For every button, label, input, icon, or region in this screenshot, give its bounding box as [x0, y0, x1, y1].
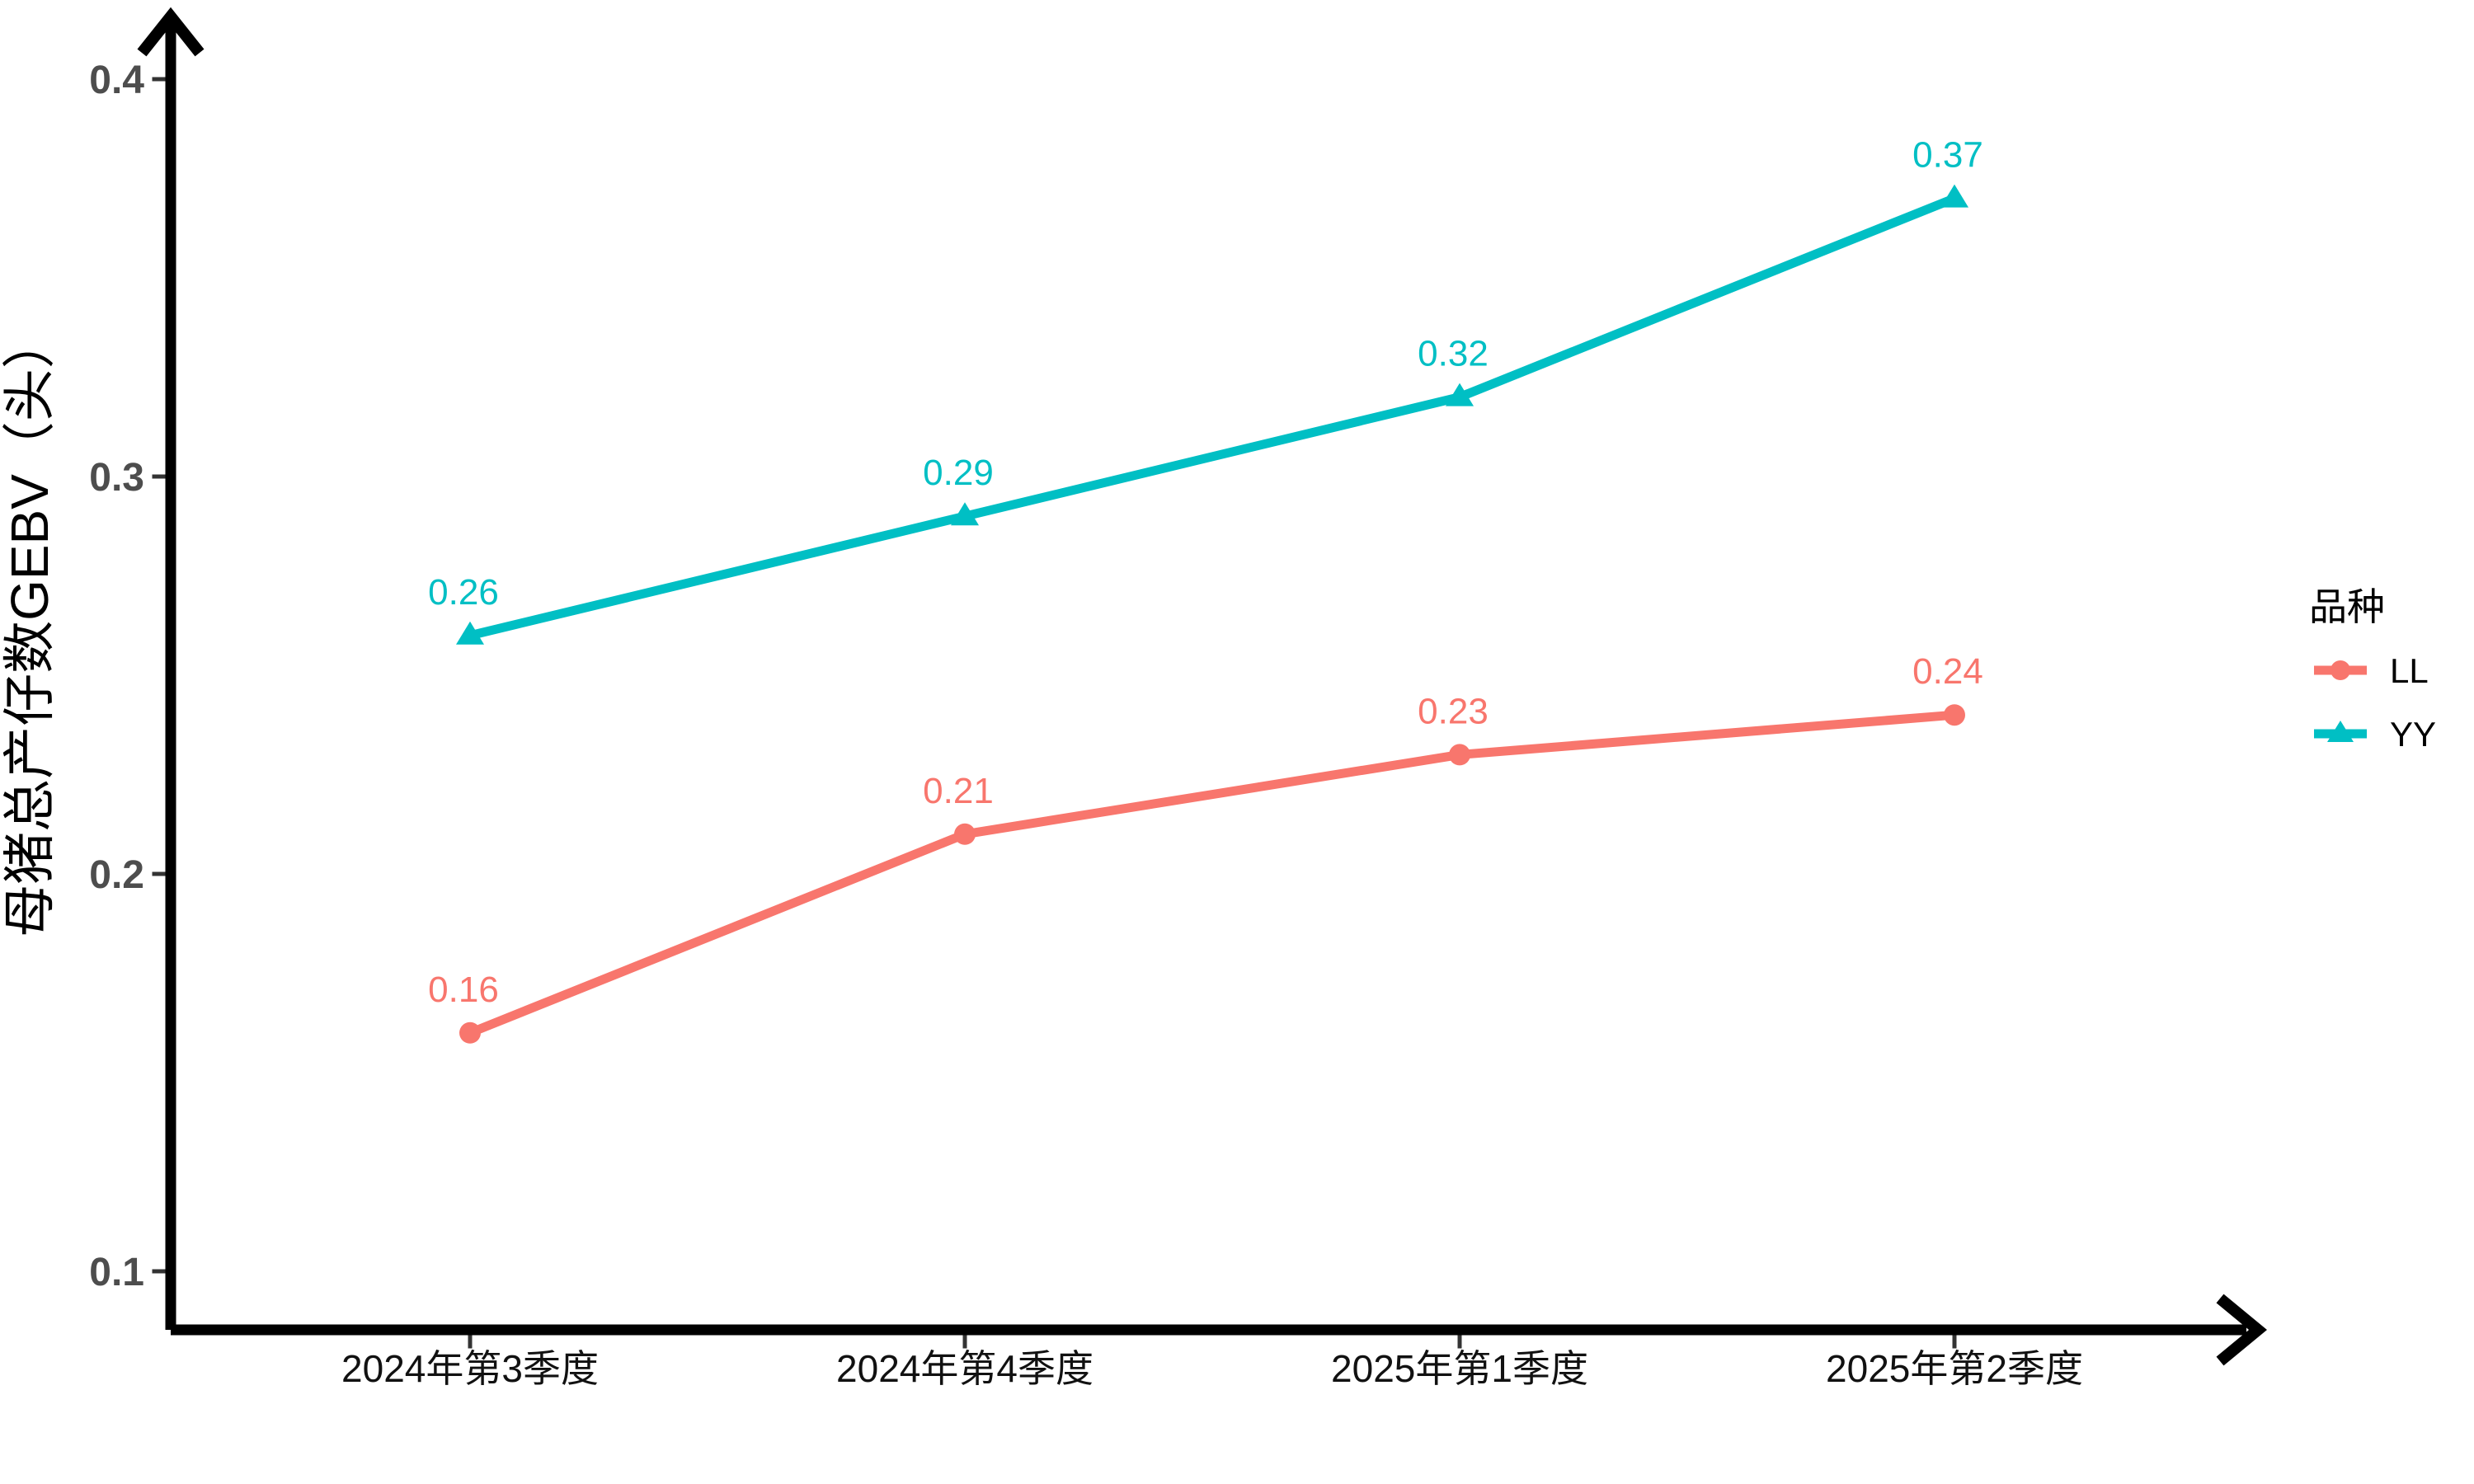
- marker-LL-3: [1944, 704, 1965, 726]
- legend-label-YY: YY: [2390, 715, 2436, 754]
- value-label-LL-2: 0.23: [1418, 691, 1489, 731]
- legend-key-triangle-icon: [2327, 721, 2354, 742]
- x-tick-label: 2024年第3季度: [341, 1347, 599, 1390]
- y-axis-title: 母猪总产仔数GEBV（头）: [0, 316, 59, 937]
- x-tick-label: 2025年第1季度: [1331, 1347, 1588, 1390]
- x-tick-label: 2024年第4季度: [836, 1347, 1094, 1390]
- y-tick-label: 0.1: [89, 1251, 144, 1294]
- legend-item-LL: LL: [2314, 651, 2429, 690]
- legend-key-circle-icon: [2331, 660, 2350, 680]
- y-axis-arrow-icon: [137, 7, 205, 57]
- marker-LL-0: [459, 1021, 481, 1044]
- legend-label-LL: LL: [2390, 651, 2429, 690]
- value-label-LL-0: 0.16: [428, 970, 499, 1010]
- series-line-YY: [468, 194, 1957, 641]
- y-tick-label: 0.4: [89, 59, 144, 102]
- x-axis-arrow-icon: [2216, 1294, 2267, 1366]
- value-label-YY-0: 0.26: [428, 572, 499, 613]
- value-label-LL-1: 0.21: [923, 771, 994, 811]
- x-tick-label: 2025年第2季度: [1826, 1347, 2083, 1390]
- marker-YY-3: [1940, 184, 1968, 208]
- legend-title: 品种: [2309, 585, 2385, 628]
- marker-YY-0: [456, 621, 484, 645]
- value-label-YY-2: 0.32: [1418, 334, 1489, 374]
- series-line-LL: [468, 710, 1955, 1037]
- value-label-YY-3: 0.37: [1912, 135, 1983, 176]
- y-tick-label: 0.2: [89, 853, 144, 897]
- marker-LL-2: [1449, 744, 1470, 766]
- legend-item-YY: YY: [2314, 715, 2436, 754]
- marker-YY-1: [951, 502, 979, 526]
- value-label-LL-3: 0.24: [1912, 651, 1983, 692]
- value-label-YY-1: 0.29: [923, 453, 994, 493]
- series-YY: 0.26 0.29 0.32 0.37: [428, 135, 1983, 645]
- y-tick-label: 0.3: [89, 456, 144, 500]
- marker-YY-2: [1446, 383, 1474, 406]
- series-LL: 0.16 0.21 0.23 0.24: [428, 651, 1983, 1044]
- axes: 0.1 0.2 0.3 0.4 2024年第3季度 2024年第4季度 2025年第1季度 2…: [89, 7, 2267, 1390]
- marker-LL-1: [954, 823, 976, 845]
